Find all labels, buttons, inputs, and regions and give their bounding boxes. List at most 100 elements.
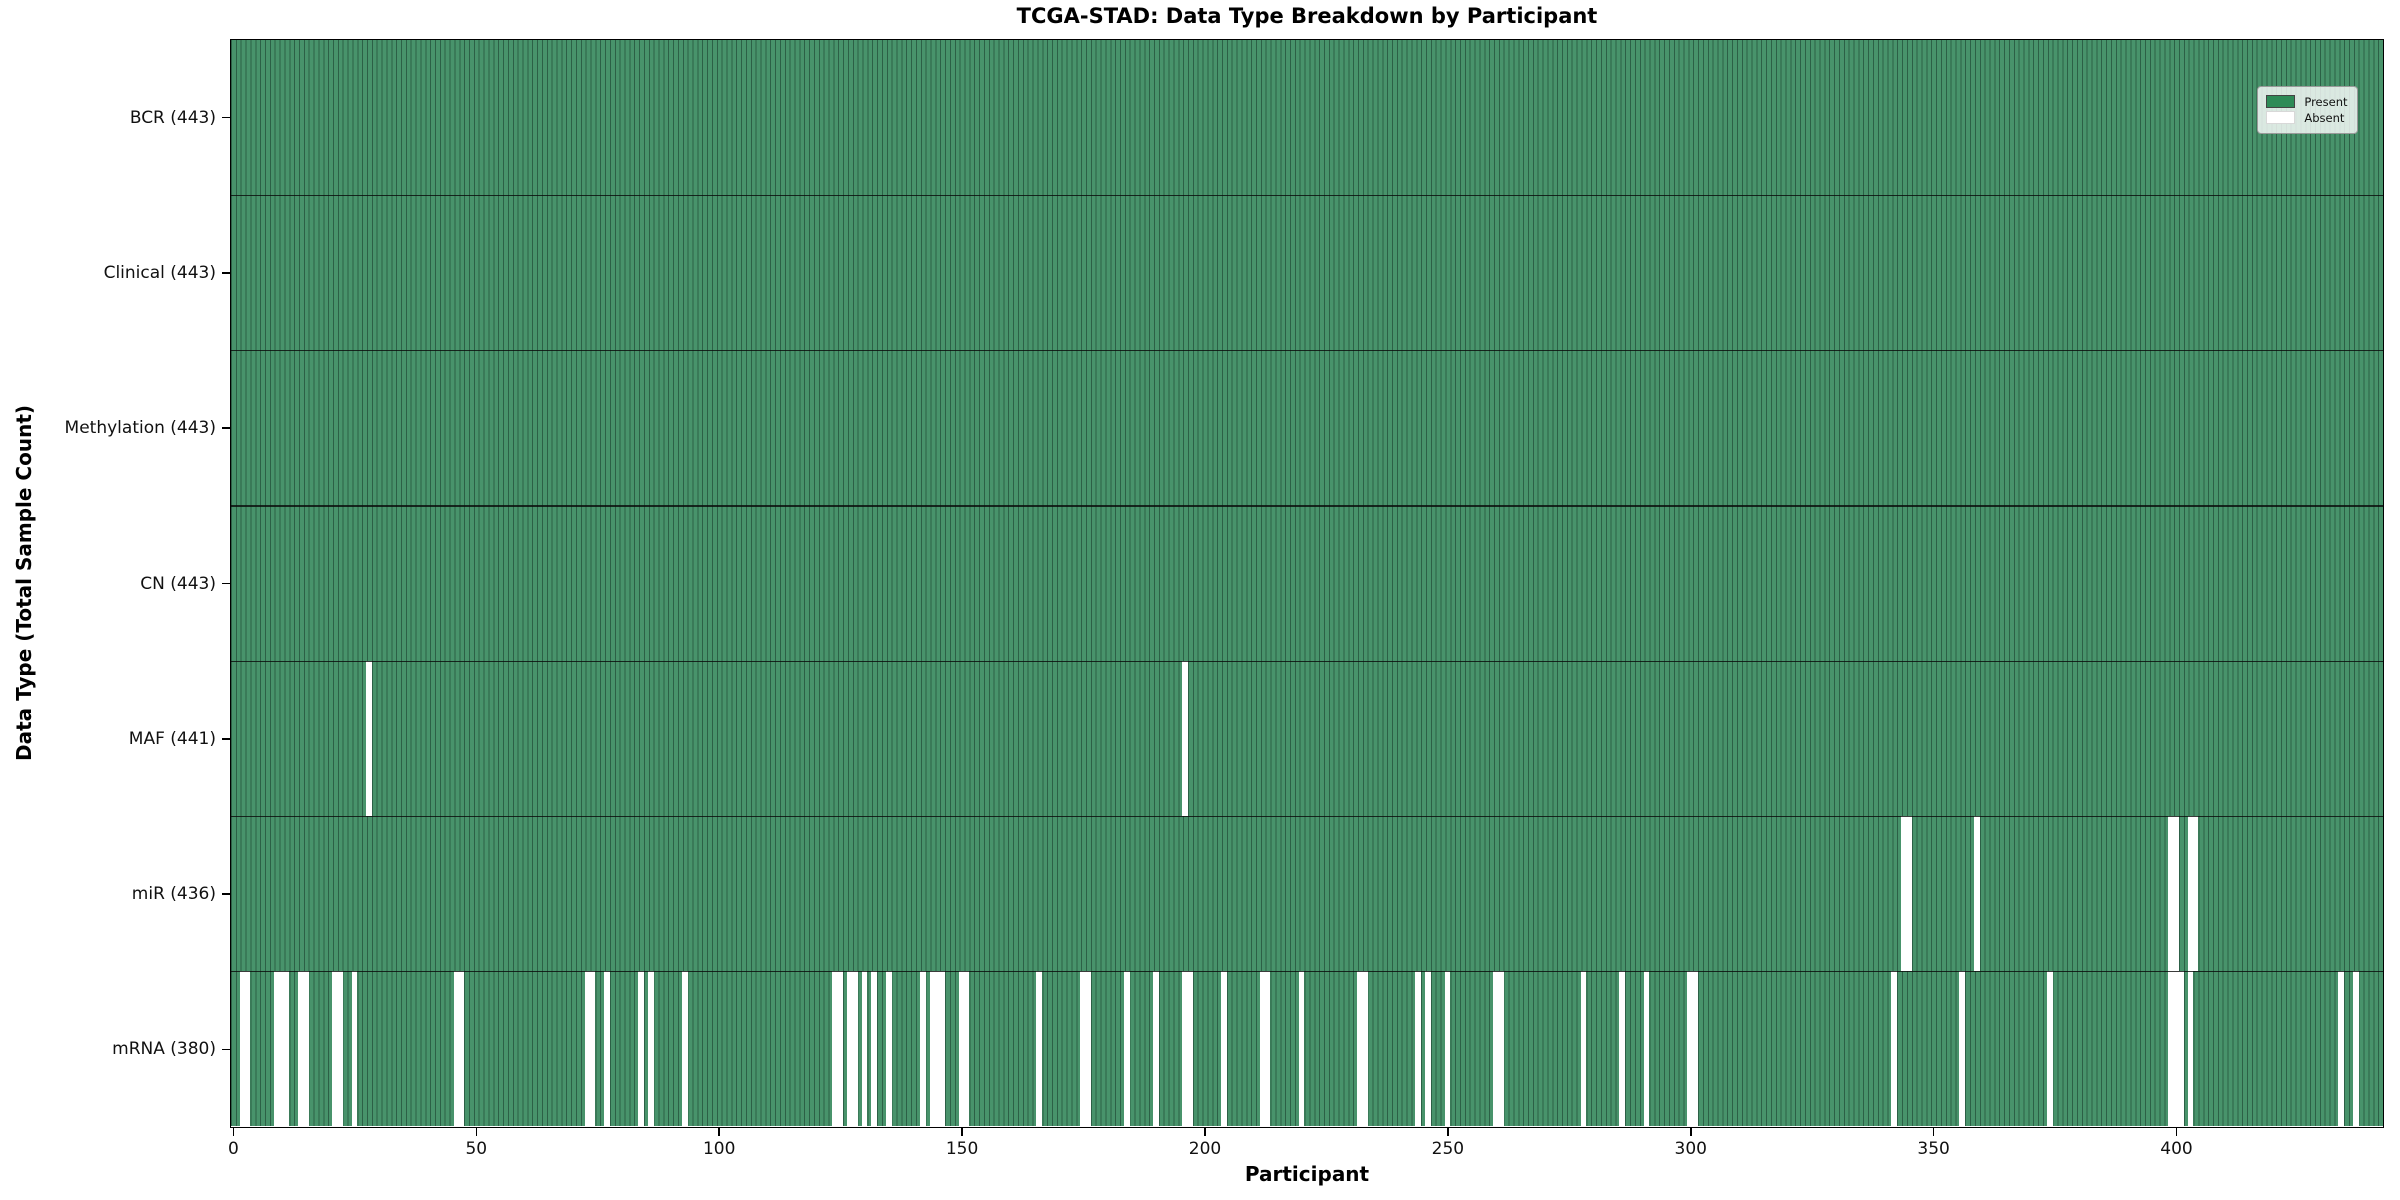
absent-cell bbox=[871, 971, 877, 1127]
y-tick-label-cn: CN (443) bbox=[140, 573, 216, 594]
y-tick-mark bbox=[222, 893, 230, 895]
absent-cell bbox=[1901, 815, 1907, 972]
absent-cell bbox=[958, 971, 965, 1127]
absent-cell bbox=[1497, 971, 1504, 1127]
row-separator bbox=[230, 971, 2383, 973]
row-maf bbox=[230, 660, 2383, 816]
x-tick-mark bbox=[232, 1128, 235, 1136]
absent-cell bbox=[1959, 971, 1966, 1127]
x-tick-label-0: 0 bbox=[228, 1139, 239, 1159]
x-tick-label-100: 100 bbox=[702, 1139, 736, 1159]
absent-cell bbox=[837, 971, 843, 1127]
x-axis-title: Participant bbox=[1244, 1162, 1370, 1186]
absent-cell bbox=[1687, 971, 1694, 1127]
x-tick-label-300: 300 bbox=[1674, 1139, 1707, 1159]
absent-cell bbox=[244, 971, 251, 1127]
x-tick-mark bbox=[718, 1128, 720, 1136]
absent-cell bbox=[278, 971, 285, 1127]
absent-cell bbox=[861, 971, 868, 1127]
row-cn bbox=[230, 505, 2383, 661]
absent-cell bbox=[1444, 971, 1451, 1127]
absent-cell bbox=[584, 971, 591, 1127]
x-tick-label-350: 350 bbox=[1917, 1139, 1950, 1159]
row-mir bbox=[230, 815, 2383, 972]
x-tick-mark bbox=[1204, 1128, 1206, 1136]
absent-cell bbox=[332, 971, 338, 1127]
y-tick-label-clinical: Clinical (443) bbox=[103, 262, 216, 283]
absent-cell bbox=[885, 971, 892, 1127]
absent-cell bbox=[1415, 971, 1422, 1127]
y-tick-label-mrna: mRNA (380) bbox=[112, 1039, 216, 1060]
absent-cell bbox=[1085, 971, 1091, 1127]
legend: Present Absent bbox=[2257, 85, 2358, 134]
y-tick-mark bbox=[222, 738, 230, 740]
x-tick-mark bbox=[475, 1128, 478, 1136]
absent-cell bbox=[1619, 971, 1626, 1127]
absent-cell bbox=[919, 971, 926, 1127]
row-mrna bbox=[230, 971, 2383, 1127]
absent-cell bbox=[1891, 971, 1898, 1127]
x-tick-label-50: 50 bbox=[465, 1139, 488, 1159]
absent-cell bbox=[302, 971, 309, 1127]
legend-present-label: Present bbox=[2304, 94, 2348, 109]
absent-cell bbox=[273, 971, 280, 1127]
absent-cell bbox=[1298, 971, 1305, 1127]
row-separator bbox=[230, 350, 2383, 352]
absent-cell bbox=[2338, 971, 2345, 1127]
y-tick-mark bbox=[222, 116, 230, 119]
row-clinical bbox=[230, 194, 2383, 351]
absent-cell bbox=[366, 660, 372, 816]
x-tick-label-150: 150 bbox=[945, 1139, 979, 1159]
absent-cell bbox=[1357, 971, 1363, 1127]
absent-cell bbox=[851, 971, 858, 1127]
absent-cell bbox=[2187, 815, 2194, 972]
absent-cell bbox=[2352, 971, 2359, 1127]
absent-cell bbox=[589, 971, 596, 1127]
absent-cell bbox=[638, 971, 644, 1127]
row-separator bbox=[230, 815, 2383, 818]
absent-cell bbox=[832, 971, 839, 1127]
absent-cell bbox=[681, 971, 688, 1127]
absent-cell bbox=[847, 971, 853, 1127]
legend-item-absent: Absent bbox=[2266, 111, 2347, 125]
absent-cell bbox=[1580, 971, 1587, 1127]
row-separator bbox=[230, 505, 2383, 507]
absent-swatch-icon bbox=[2266, 111, 2296, 124]
absent-cell bbox=[1692, 971, 1698, 1127]
y-tick-mark bbox=[222, 582, 230, 585]
absent-cell bbox=[1425, 971, 1431, 1127]
absent-cell bbox=[934, 971, 941, 1127]
absent-cell bbox=[647, 971, 654, 1127]
x-tick-label-200: 200 bbox=[1188, 1139, 1222, 1159]
x-tick-mark bbox=[1447, 1128, 1449, 1136]
absent-cell bbox=[351, 971, 358, 1127]
x-tick-mark bbox=[1932, 1128, 1935, 1136]
absent-cell bbox=[1493, 971, 1499, 1127]
absent-cell bbox=[939, 971, 945, 1127]
absent-cell bbox=[336, 971, 343, 1127]
y-tick-mark bbox=[222, 272, 230, 274]
legend-item-present: Present bbox=[2266, 94, 2348, 109]
present-swatch-icon bbox=[2266, 95, 2296, 108]
y-tick-mark bbox=[222, 427, 230, 429]
x-tick-label-250: 250 bbox=[1431, 1139, 1465, 1159]
absent-cell bbox=[604, 971, 610, 1127]
absent-cell bbox=[453, 971, 460, 1127]
absent-cell bbox=[1361, 971, 1368, 1127]
y-tick-label-maf: MAF (441) bbox=[128, 728, 216, 749]
row-bcr bbox=[230, 39, 2383, 195]
absent-cell bbox=[1182, 660, 1188, 816]
absent-cell bbox=[1974, 815, 1980, 972]
absent-cell bbox=[2187, 971, 2194, 1127]
absent-cell bbox=[2046, 971, 2053, 1127]
absent-cell bbox=[1036, 971, 1043, 1127]
absent-cell bbox=[298, 971, 304, 1127]
absent-cell bbox=[1259, 971, 1266, 1127]
absent-cell bbox=[1643, 971, 1650, 1127]
absent-cell bbox=[239, 971, 246, 1127]
absent-cell bbox=[1264, 971, 1271, 1127]
absent-cell bbox=[2178, 971, 2184, 1127]
x-tick-mark bbox=[961, 1128, 963, 1136]
x-tick-mark bbox=[1690, 1128, 1692, 1136]
